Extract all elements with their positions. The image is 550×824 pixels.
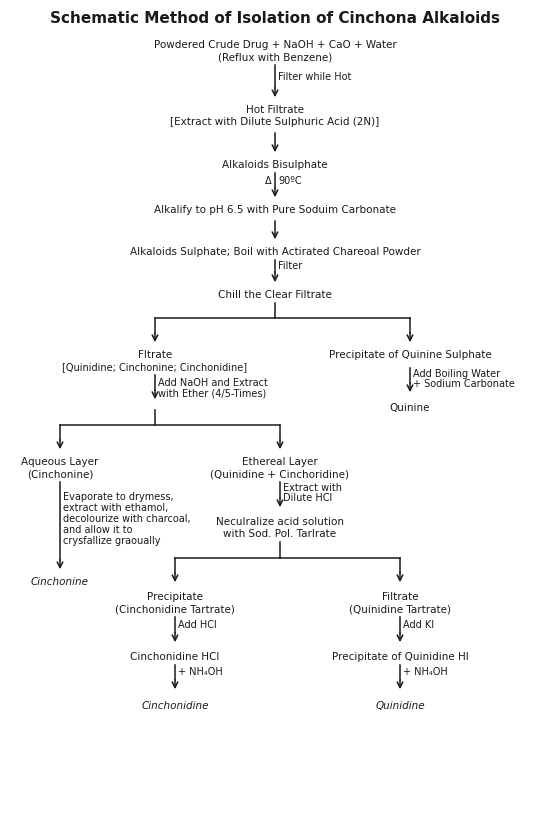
Text: Aqueous Layer: Aqueous Layer [21, 457, 98, 467]
Text: Fltrate: Fltrate [138, 350, 172, 360]
Text: crysfallize graoually: crysfallize graoually [63, 536, 161, 546]
Text: [Quinidine; Cinchonine; Cinchonidine]: [Quinidine; Cinchonine; Cinchonidine] [63, 362, 248, 372]
Text: with Sod. Pol. Tarlrate: with Sod. Pol. Tarlrate [223, 529, 337, 539]
Text: [Extract with Dilute Sulphuric Acid (2N)]: [Extract with Dilute Sulphuric Acid (2N)… [170, 117, 380, 127]
Text: 90ºC: 90ºC [278, 176, 301, 186]
Text: Neculralize acid solution: Neculralize acid solution [216, 517, 344, 527]
Text: (Reflux with Benzene): (Reflux with Benzene) [218, 52, 332, 62]
Text: Cinchonine: Cinchonine [31, 577, 89, 587]
Text: Add Boiling Water: Add Boiling Water [413, 369, 500, 379]
Text: Dilute HCl: Dilute HCl [283, 493, 332, 503]
Text: decolourize with charcoal,: decolourize with charcoal, [63, 514, 191, 524]
Text: Quinidine: Quinidine [375, 701, 425, 711]
Text: Evaporate to drymess,: Evaporate to drymess, [63, 492, 174, 502]
Text: Extract with: Extract with [283, 483, 342, 493]
Text: Ethereal Layer: Ethereal Layer [242, 457, 318, 467]
Text: with Ether (4/5-Times): with Ether (4/5-Times) [158, 388, 266, 398]
Text: and allow it to: and allow it to [63, 525, 133, 535]
Text: Filter: Filter [278, 261, 302, 271]
Text: (Cinchonidine Tartrate): (Cinchonidine Tartrate) [115, 604, 235, 614]
Text: extract with ethamol,: extract with ethamol, [63, 503, 168, 513]
Text: Add NaOH and Extract: Add NaOH and Extract [158, 378, 268, 388]
Text: Precipitate: Precipitate [147, 592, 203, 602]
Text: (Quinidine Tartrate): (Quinidine Tartrate) [349, 604, 451, 614]
Text: (Quinidine + Cinchoridine): (Quinidine + Cinchoridine) [211, 469, 349, 479]
Text: Add KI: Add KI [403, 620, 434, 630]
Text: Filter while Hot: Filter while Hot [278, 72, 351, 82]
Text: Precipitate of Quinine Sulphate: Precipitate of Quinine Sulphate [329, 350, 491, 360]
Text: Precipitate of Quinidine HI: Precipitate of Quinidine HI [332, 652, 469, 662]
Text: Cinchonidine: Cinchonidine [141, 701, 209, 711]
Text: Schematic Method of Isolation of Cinchona Alkaloids: Schematic Method of Isolation of Cinchon… [50, 11, 500, 26]
Text: (Cinchonine): (Cinchonine) [27, 469, 93, 479]
Text: Cinchonidine HCl: Cinchonidine HCl [130, 652, 219, 662]
Text: Chill the Clear Filtrate: Chill the Clear Filtrate [218, 290, 332, 300]
Text: Filtrate: Filtrate [382, 592, 418, 602]
Text: Alkaloids Bisulphate: Alkaloids Bisulphate [222, 160, 328, 170]
Text: + Sodium Carbonate: + Sodium Carbonate [413, 379, 515, 389]
Text: + NH₄OH: + NH₄OH [178, 667, 223, 677]
Text: Quinine: Quinine [390, 403, 430, 413]
Text: Hot Filtrate: Hot Filtrate [246, 105, 304, 115]
Text: + NH₄OH: + NH₄OH [403, 667, 448, 677]
Text: Alkalify to pH 6.5 with Pure Soduim Carbonate: Alkalify to pH 6.5 with Pure Soduim Carb… [154, 205, 396, 215]
Text: Powdered Crude Drug + NaOH + CaO + Water: Powdered Crude Drug + NaOH + CaO + Water [153, 40, 397, 50]
Text: Add HCl: Add HCl [178, 620, 217, 630]
Text: Alkaloids Sulphate; Boil with Actirated Chareoal Powder: Alkaloids Sulphate; Boil with Actirated … [130, 247, 420, 257]
Text: Δ: Δ [265, 176, 272, 186]
